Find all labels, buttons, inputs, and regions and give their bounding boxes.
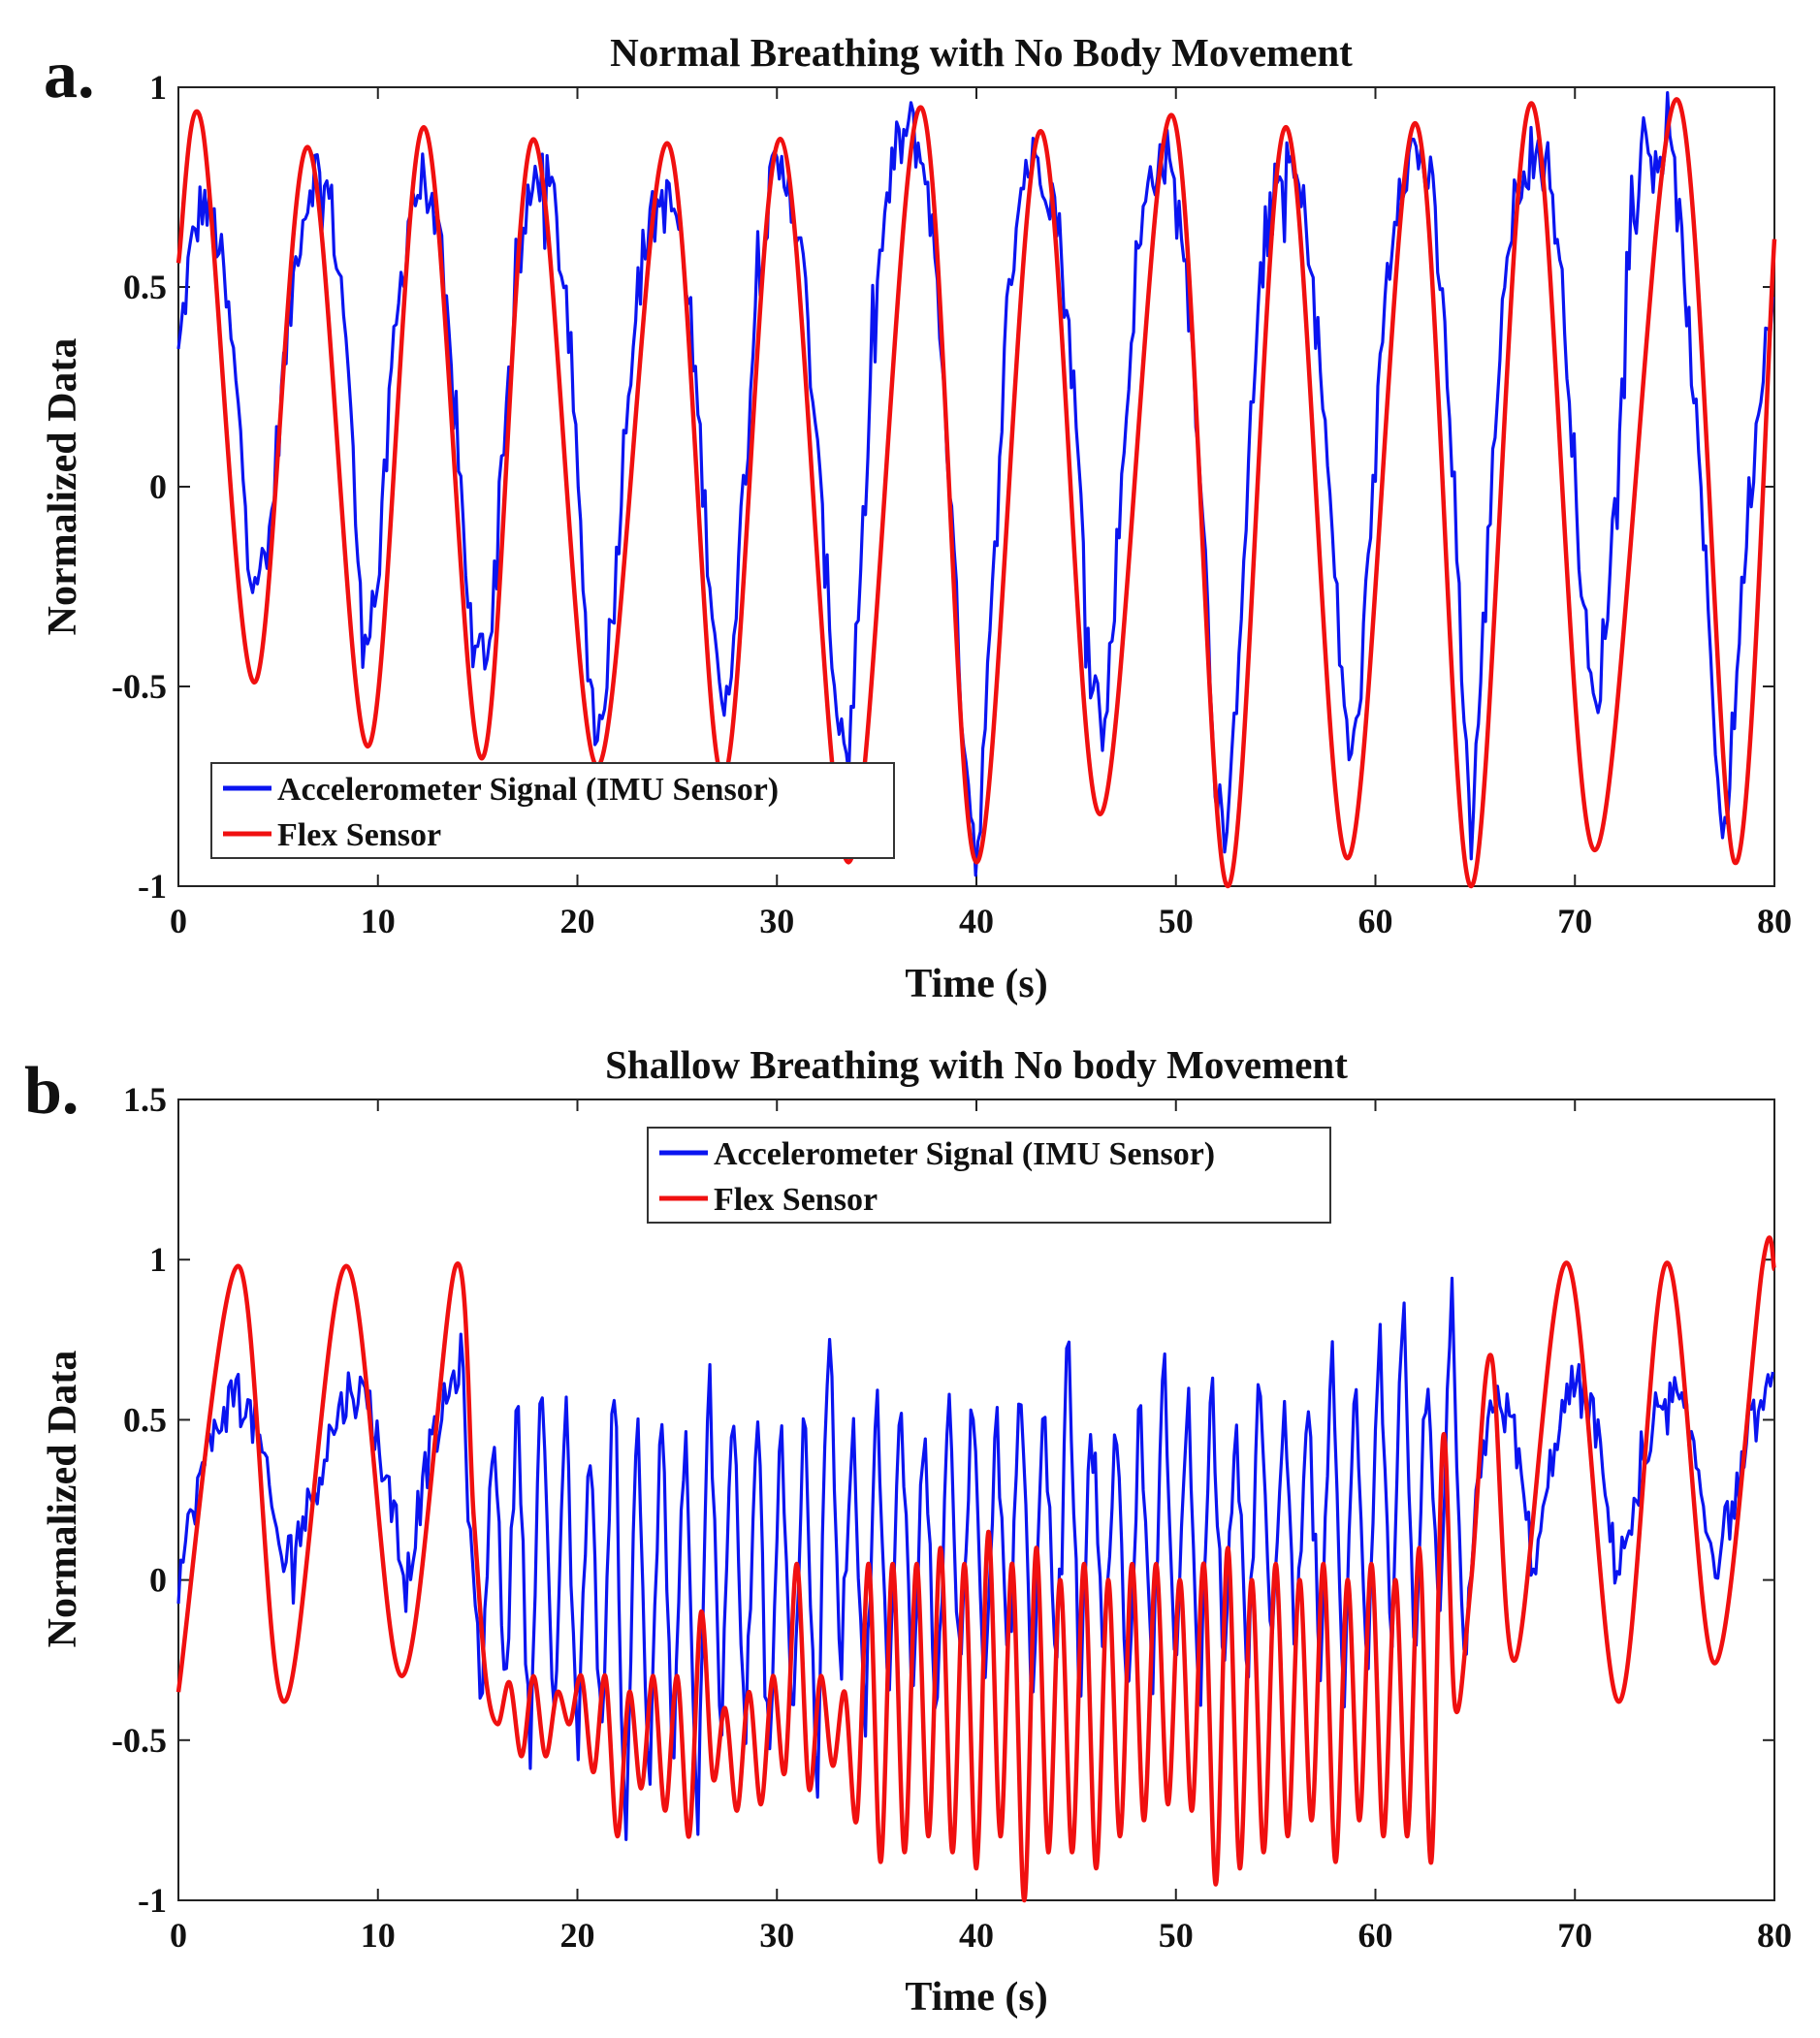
panel-b-x-tick-label: 0	[170, 1916, 187, 1955]
panel-a-legend-box	[210, 762, 895, 859]
panel-a-legend: Accelerometer Signal (IMU Sensor) Flex S…	[210, 762, 895, 859]
panel-b-y-tick-label: -1	[138, 1881, 167, 1920]
panel-b-series-accelerometer-line	[176, 1276, 1774, 1841]
panel-a-x-tick-label: 40	[959, 902, 994, 940]
panel-a-legend-label-flex: Flex Sensor	[277, 817, 441, 853]
panel-b-x-tick-label: 70	[1557, 1916, 1592, 1955]
panel-b-series-flex-sensor-line	[176, 1235, 1777, 1903]
panel-b-y-tick-label: 0.5	[123, 1400, 167, 1439]
panel-b-x-tick-label: 20	[560, 1916, 595, 1955]
panel-b-x-tick-label: 10	[361, 1916, 396, 1955]
panel-b-y-tick-label: 1.5	[123, 1080, 167, 1119]
panel-b-x-axis-label: Time (s)	[905, 1975, 1047, 2020]
panel-b-label: b.	[24, 1054, 79, 1129]
panel-b-x-tick-label: 30	[759, 1916, 794, 1955]
panel-a-chart: a. Normal Breathing with No Body Movemen…	[41, 30, 1792, 1006]
panel-a-x-tick-label: 30	[759, 902, 794, 940]
panel-b-chart: b. Shallow Breathing with No body Moveme…	[24, 1042, 1792, 2020]
panel-a-y-tick-label: -0.5	[112, 667, 167, 706]
panel-a-x-tick-label: 60	[1358, 902, 1393, 940]
panel-b-y-tick-label: -0.5	[112, 1721, 167, 1760]
panel-b-y-axis-label: Normalized Data	[41, 1351, 85, 1648]
panel-b-x-tick-label: 50	[1159, 1916, 1194, 1955]
panel-b-legend-label-flex: Flex Sensor	[714, 1182, 878, 1218]
panel-b-title: Shallow Breathing with No body Movement	[605, 1042, 1348, 1087]
panel-a-legend-label-accelerometer: Accelerometer Signal (IMU Sensor)	[277, 772, 779, 808]
panel-b-x-tick-label: 80	[1757, 1916, 1792, 1955]
panel-b-marks: 0 10 20 30 40 50 60 70 80 -1 -0.5 0 0.5 1 1.5	[112, 1080, 1792, 1955]
panel-b-legend: Accelerometer Signal (IMU Sensor) Flex S…	[647, 1127, 1331, 1224]
panel-b-legend-label-accelerometer: Accelerometer Signal (IMU Sensor)	[714, 1136, 1215, 1172]
panel-a-marks: 0 10 20 30 40 50 60 70 80 -1 -0.5 0 0.5 1	[112, 68, 1792, 940]
panel-a-label: a.	[44, 38, 95, 112]
panel-a-title: Normal Breathing with No Body Movement	[610, 30, 1353, 75]
panel-b-y-tick-label: 0	[149, 1561, 167, 1600]
panel-b-x-tick-label: 60	[1358, 1916, 1393, 1955]
panel-a-y-tick-label: -1	[138, 867, 167, 906]
panel-a-x-tick-label: 50	[1159, 902, 1194, 940]
panel-a-y-tick-label: 0.5	[123, 268, 167, 306]
panel-a-x-tick-label: 10	[361, 902, 396, 940]
panel-a-y-axis-label: Normalized Data	[41, 338, 85, 636]
panel-a-x-tick-label: 70	[1557, 902, 1592, 940]
panel-b-legend-box	[647, 1127, 1331, 1224]
panel-a-series-flex-sensor-line	[176, 97, 1777, 889]
panel-a-y-tick-label: 1	[149, 68, 167, 107]
panel-b-y-tick-label: 1	[149, 1240, 167, 1279]
panel-a-y-tick-label: 0	[149, 467, 167, 506]
panel-a-series-accelerometer-line	[176, 91, 1774, 877]
panel-a-x-axis-label: Time (s)	[905, 962, 1047, 1006]
panel-b-x-tick-label: 40	[959, 1916, 994, 1955]
panel-a-x-tick-label: 80	[1757, 902, 1792, 940]
panel-a-x-tick-label: 20	[560, 902, 595, 940]
panel-a-x-tick-label: 0	[170, 902, 187, 940]
